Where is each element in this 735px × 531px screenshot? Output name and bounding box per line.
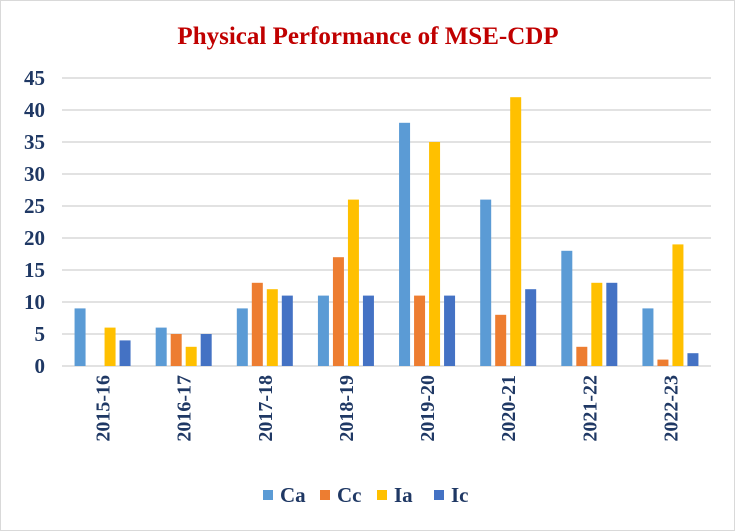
x-tick-label: 2016-17 — [174, 375, 196, 442]
legend-swatch-ca — [263, 490, 273, 500]
bar-ic — [525, 289, 537, 366]
bar-ia — [429, 142, 441, 366]
bar-ic — [119, 340, 131, 366]
legend-label-ic: Ic — [451, 483, 469, 507]
y-tick-label: 0 — [35, 354, 46, 378]
y-tick-label: 20 — [24, 226, 45, 250]
bar-ic — [362, 295, 374, 366]
x-tick-label: 2021-22 — [579, 375, 601, 442]
y-tick-label: 30 — [24, 162, 45, 186]
bar-ca — [399, 122, 411, 366]
bar-cc — [251, 282, 263, 366]
bar-cc — [170, 334, 182, 366]
bar-ca — [480, 199, 492, 366]
bar-ia — [510, 97, 522, 366]
bar-ic — [687, 353, 699, 366]
bar-ia — [591, 282, 603, 366]
bar-ia — [185, 346, 197, 366]
bar-ca — [317, 295, 329, 366]
bar-ic — [281, 295, 293, 366]
bar-ca — [155, 327, 167, 366]
bar-ca — [236, 308, 248, 366]
y-tick-label: 5 — [35, 322, 46, 346]
bar-ic — [444, 295, 456, 366]
x-tick-label: 2015-16 — [93, 375, 115, 442]
y-tick-label: 45 — [24, 66, 45, 90]
x-tick-label: 2022-23 — [660, 375, 682, 442]
y-tick-label: 15 — [24, 258, 45, 282]
bar-ca — [74, 308, 86, 366]
y-tick-label: 25 — [24, 194, 45, 218]
y-tick-label: 35 — [24, 130, 45, 154]
bar-cc — [414, 295, 426, 366]
bar-ia — [104, 327, 116, 366]
bar-ia — [672, 244, 684, 366]
x-tick-label: 2018-19 — [336, 375, 358, 442]
bar-ic — [606, 282, 618, 366]
bar-ic — [200, 334, 212, 366]
y-tick-label: 10 — [24, 290, 45, 314]
bar-ca — [642, 308, 654, 366]
legend-swatch-ia — [377, 490, 387, 500]
x-tick-label: 2020-21 — [498, 375, 520, 442]
legend-label-cc: Cc — [337, 483, 362, 507]
legend-swatch-cc — [320, 490, 330, 500]
legend-label-ca: Ca — [280, 483, 306, 507]
bar-cc — [495, 314, 507, 366]
legend-label-ia: Ia — [394, 483, 413, 507]
x-tick-label: 2019-20 — [417, 375, 439, 442]
legend-swatch-ic — [434, 490, 444, 500]
y-tick-label: 40 — [24, 98, 45, 122]
bar-ia — [347, 199, 359, 366]
bar-ia — [266, 289, 278, 366]
chart-title: Physical Performance of MSE-CDP — [177, 23, 558, 50]
x-tick-label: 2017-18 — [255, 375, 277, 442]
bar-cc — [332, 257, 344, 366]
bar-ca — [561, 250, 573, 366]
bar-cc — [657, 359, 669, 366]
bar-cc — [576, 346, 588, 366]
